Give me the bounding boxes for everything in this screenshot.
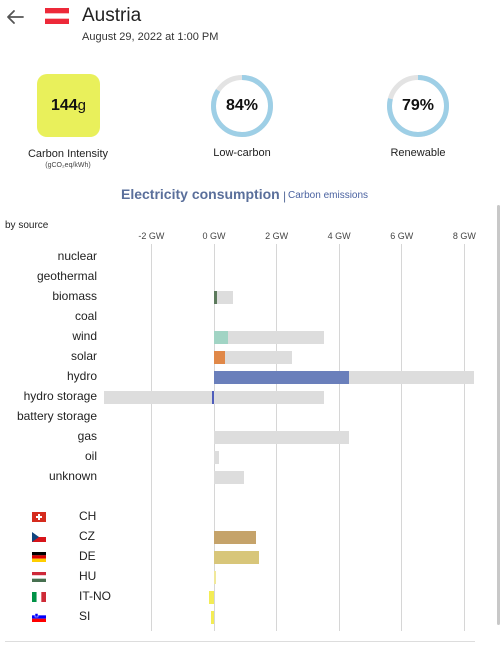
exchange-label-cz: CZ	[79, 529, 95, 543]
page-title: Austria	[82, 5, 142, 26]
hu-flag-icon	[32, 572, 46, 582]
row-label-battery-storage: battery storage	[16, 409, 97, 423]
renewable-label: Renewable	[390, 147, 446, 159]
back-arrow-icon[interactable]	[4, 6, 26, 28]
tick-label: -2 GW	[138, 231, 165, 241]
exchange-label-si: SI	[79, 609, 91, 623]
row-label-unknown: unknown	[48, 469, 97, 483]
de-flag-icon	[32, 552, 46, 562]
production-bar[interactable]	[214, 351, 225, 364]
low-carbon-label: Low-carbon	[213, 147, 271, 159]
carbon-intensity-value: 144	[50, 96, 78, 114]
exchange-bar[interactable]	[209, 591, 214, 604]
production-bar[interactable]	[214, 331, 229, 344]
carbon-intensity-sublabel: (gCO₂eq/kWh)	[45, 162, 91, 169]
capacity-bar[interactable]	[214, 431, 349, 444]
row-label-biomass: biomass	[52, 289, 97, 303]
austria-flag-icon	[45, 8, 69, 24]
row-label-hydro-storage: hydro storage	[23, 389, 97, 403]
ch-flag-icon	[32, 512, 46, 522]
it-flag-icon	[32, 592, 46, 602]
scrollbar[interactable]	[497, 205, 500, 625]
gridline	[150, 244, 152, 631]
capacity-bar[interactable]	[214, 351, 293, 364]
datetime: August 29, 2022 at 1:00 PM	[82, 31, 219, 43]
capacity-bar[interactable]	[214, 331, 324, 344]
carbon-intensity-badge: 144 g	[37, 74, 100, 137]
row-label-gas: gas	[77, 429, 97, 443]
chart-ylabel: by source	[5, 220, 49, 231]
capacity-bar[interactable]	[214, 291, 233, 304]
row-label-oil: oil	[84, 449, 97, 463]
capacity-bar[interactable]	[214, 391, 324, 404]
exchange-bar[interactable]	[214, 531, 257, 544]
carbon-intensity-unit: g	[77, 97, 87, 114]
row-label-solar: solar	[70, 349, 97, 363]
tick-label: 8 GW	[452, 231, 476, 241]
row-label-nuclear: nuclear	[57, 249, 97, 263]
tick-label: 2 GW	[265, 231, 289, 241]
low-carbon-ring	[211, 75, 273, 137]
production-bar[interactable]	[212, 391, 215, 404]
exchange-label-de: DE	[79, 549, 96, 563]
capacity-bar[interactable]	[214, 451, 219, 464]
tab-carbon-emissions[interactable]: Carbon emissions	[288, 190, 369, 201]
production-bar[interactable]	[214, 371, 349, 384]
tab-electricity-consumption[interactable]: Electricity consumption	[121, 186, 280, 202]
renewable-value: 79%	[401, 97, 435, 114]
gridline	[463, 244, 465, 631]
exchange-label-ch: CH	[79, 509, 97, 523]
gridline	[401, 244, 403, 631]
carbon-intensity-label: Carbon Intensity	[27, 148, 109, 160]
row-label-wind: wind	[72, 329, 97, 343]
si-flag-icon	[32, 612, 46, 622]
exchange-label-it-no: IT-NO	[79, 589, 111, 603]
exchange-bar[interactable]	[214, 571, 216, 584]
exchange-bar[interactable]	[211, 611, 214, 624]
low-carbon-value: 84%	[225, 97, 259, 114]
tick-label: 0 GW	[202, 231, 226, 241]
renewable-ring	[387, 75, 449, 137]
row-label-geothermal: geothermal	[36, 269, 97, 283]
tick-label: 4 GW	[327, 231, 351, 241]
capacity-bar[interactable]	[104, 391, 214, 404]
production-bar[interactable]	[214, 291, 217, 304]
row-label-coal: coal	[74, 309, 97, 323]
exchange-bar[interactable]	[214, 551, 260, 564]
divider	[5, 641, 475, 642]
capacity-bar[interactable]	[214, 471, 244, 484]
row-label-hydro: hydro	[66, 369, 97, 383]
tab-separator: |	[283, 189, 287, 203]
cz-flag-icon	[32, 532, 46, 542]
tick-label: 6 GW	[390, 231, 414, 241]
exchange-label-hu: HU	[79, 569, 97, 583]
